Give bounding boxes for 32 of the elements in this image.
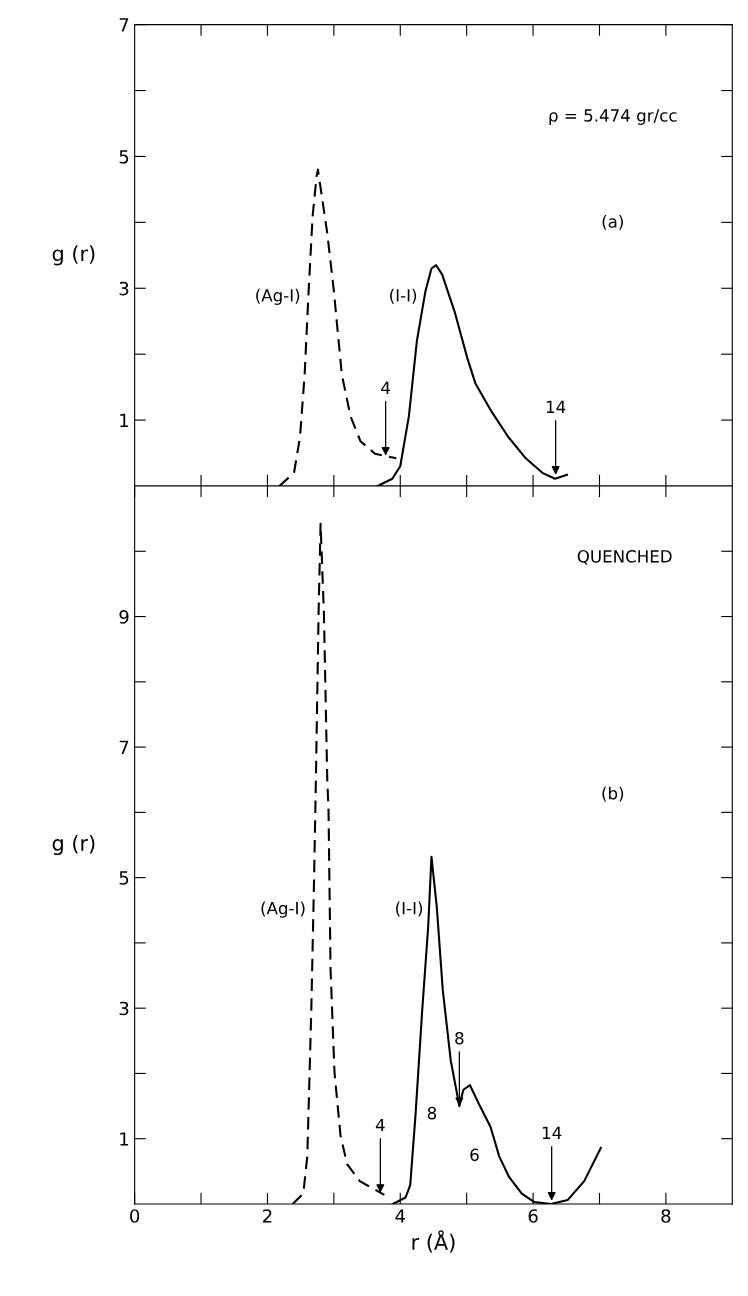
annotation: 14 [542, 1126, 562, 1139]
annotation: 4 [381, 381, 391, 394]
annotation: 14 [546, 400, 566, 413]
y-tick-label: 7 [119, 740, 129, 754]
y-axis-title: g (r) [52, 834, 95, 856]
annotation: ρ = 5.474 gr/cc [549, 109, 677, 125]
annotation: 8 [427, 1106, 437, 1120]
y-tick-label: 9 [119, 610, 129, 624]
y-tick-label: 5 [119, 871, 129, 885]
annotation: 4 [375, 1118, 385, 1132]
series-label: (Ag-I) [256, 288, 300, 305]
annotation: 6 [470, 1148, 479, 1162]
y-axis-title: g (r) [52, 245, 95, 266]
series-label: (I-I) [390, 288, 417, 304]
y-tick-label: 1 [120, 1132, 129, 1146]
x-tick-label: 6 [528, 1209, 538, 1223]
annotation: QUENCHED [577, 550, 672, 565]
annotation: (a) [602, 214, 623, 230]
series-label: (Ag-I) [261, 901, 305, 918]
y-tick-label: 5 [119, 150, 129, 164]
x-tick-label: 2 [263, 1209, 272, 1223]
y-tick-label: 7 [119, 18, 129, 32]
x-tick-label: 0 [130, 1209, 140, 1223]
x-axis-title: r (Å) [412, 1230, 455, 1253]
y-tick-label: 3 [119, 281, 129, 296]
annotation: (b) [602, 786, 624, 802]
y-tick-label: 1 [120, 413, 129, 427]
x-tick-label: 8 [661, 1209, 671, 1223]
series-label: (I-I) [396, 901, 423, 917]
y-tick-label: 3 [119, 1001, 129, 1016]
annotation: 8 [455, 1031, 464, 1045]
x-tick-label: 4 [395, 1209, 405, 1223]
